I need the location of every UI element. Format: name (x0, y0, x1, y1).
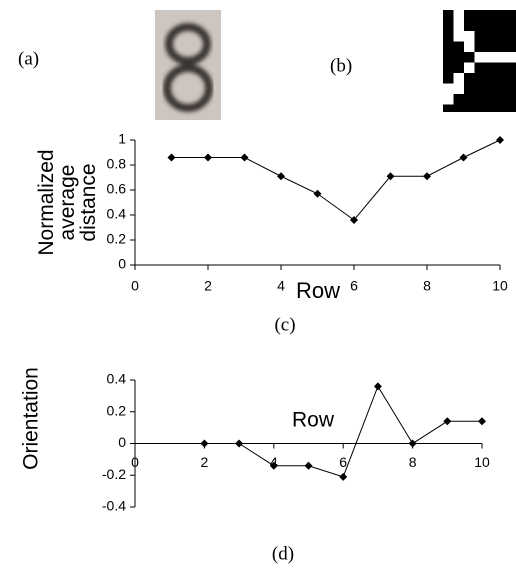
pixel (454, 10, 465, 21)
marker (374, 382, 382, 390)
pixel (496, 52, 507, 63)
panel-label: (a) (18, 48, 39, 69)
page: {"panels": {"a": "(a)", "b": "(b)"}, "ch… (0, 0, 516, 572)
pixel (454, 21, 465, 32)
y-tick-label: 0.6 (107, 181, 127, 197)
x-tick-label: 6 (350, 278, 358, 294)
y-tick-label: 1 (118, 131, 126, 147)
marker (478, 417, 486, 425)
x-axis-label: Row (296, 278, 340, 303)
x-tick-label: 2 (201, 454, 209, 470)
x-tick-label: 8 (423, 278, 431, 294)
marker (409, 440, 417, 448)
marker (305, 462, 313, 470)
pixel (443, 84, 454, 95)
y-axis-label: Orientation (21, 319, 42, 519)
y-tick-label: -0.4 (102, 498, 126, 514)
panel-label: (b) (330, 55, 352, 76)
pixel (485, 52, 496, 63)
y-tick-label: -0.2 (102, 466, 126, 482)
y-tick-label: 0 (118, 434, 126, 450)
x-tick-label: 8 (409, 454, 417, 470)
x-tick-label: 6 (339, 454, 347, 470)
marker (339, 473, 347, 481)
y-tick-label: 0.8 (107, 156, 127, 172)
caption: (d) (272, 543, 294, 564)
y-tick-label: 0.2 (107, 402, 127, 418)
x-tick-label: 2 (204, 278, 212, 294)
y-axis-label: Normalized average distance (36, 135, 99, 270)
y-tick-label: 0 (118, 256, 126, 272)
marker (443, 417, 451, 425)
marker (496, 136, 504, 144)
x-tick-label: 0 (131, 454, 139, 470)
marker (204, 154, 212, 162)
marker (460, 154, 468, 162)
digit-image (155, 10, 221, 120)
line (172, 140, 501, 220)
pixel (464, 63, 475, 74)
pixel (443, 94, 454, 105)
caption: (c) (274, 314, 295, 335)
pixel (506, 52, 516, 63)
pixel (475, 52, 486, 63)
x-tick-label: 10 (492, 278, 508, 294)
x-tick-label: 0 (131, 278, 139, 294)
marker (200, 440, 208, 448)
marker (168, 154, 176, 162)
figure: (a) (b) 00.20.40.60.810246810Row(c)-0.4-… (0, 0, 516, 572)
pixel (454, 73, 465, 84)
marker (423, 172, 431, 180)
marker (314, 190, 322, 198)
pixel (454, 31, 465, 42)
y-tick-label: 0.4 (107, 371, 127, 387)
y-tick-label: 0.4 (107, 206, 127, 222)
pixel (464, 31, 475, 42)
pixel (464, 42, 475, 53)
y-tick-label: 0.2 (107, 231, 127, 247)
binary-image (443, 10, 516, 112)
marker (235, 440, 243, 448)
x-tick-label: 4 (277, 278, 285, 294)
marker (277, 172, 285, 180)
marker (241, 154, 249, 162)
x-tick-label: 10 (474, 454, 490, 470)
x-axis-label: Row (292, 409, 335, 432)
pixel (454, 84, 465, 95)
